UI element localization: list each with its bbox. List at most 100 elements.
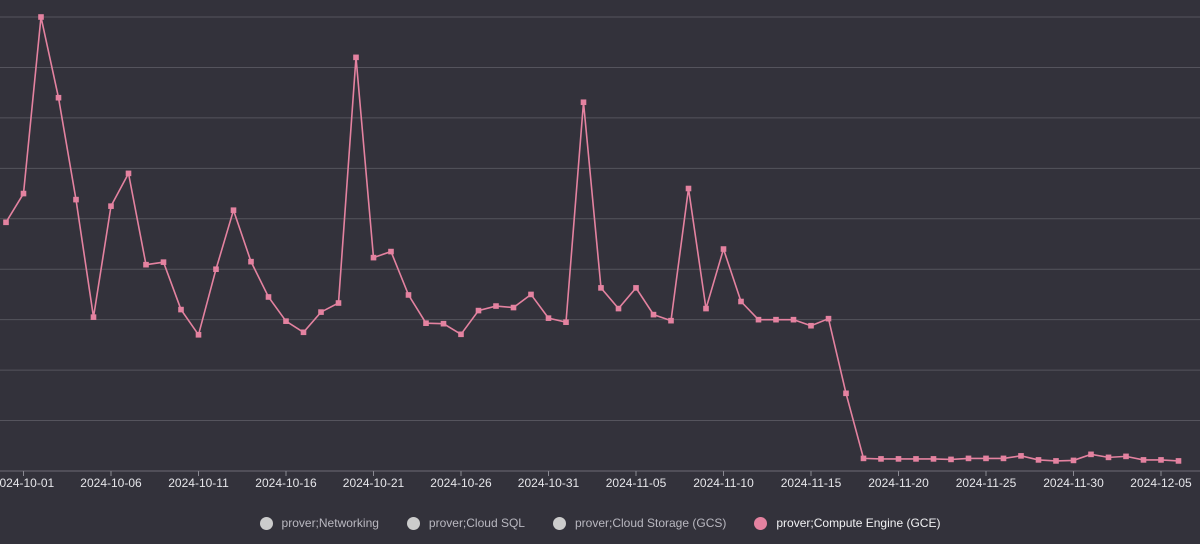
data-point[interactable] — [3, 219, 9, 226]
x-tick-label: 2024-12-05 — [1130, 476, 1192, 490]
data-point[interactable] — [1035, 457, 1042, 463]
data-point[interactable] — [825, 315, 832, 322]
legend: prover;Networking prover;Cloud SQL prover;… — [0, 516, 1200, 530]
x-tick-label: 2024-10-01 — [0, 476, 55, 490]
data-point[interactable] — [108, 203, 114, 209]
legend-item[interactable]: prover;Networking — [259, 516, 379, 530]
legend-swatch — [754, 516, 768, 530]
data-point[interactable] — [405, 292, 412, 298]
data-point[interactable] — [423, 320, 429, 326]
data-point[interactable] — [948, 456, 954, 463]
data-point[interactable] — [493, 303, 499, 309]
data-point[interactable] — [878, 456, 884, 462]
x-tick-label: 2024-10-31 — [518, 476, 580, 490]
data-point[interactable] — [790, 316, 797, 323]
legend-label: prover;Compute Engine (GCE) — [776, 516, 941, 530]
series-layer — [3, 14, 1182, 464]
x-tick-label: 2024-10-21 — [343, 476, 405, 490]
data-point[interactable] — [440, 320, 447, 327]
legend-label: prover;Cloud SQL — [428, 516, 525, 530]
data-point[interactable] — [720, 246, 727, 252]
data-point[interactable] — [633, 285, 639, 291]
data-point[interactable] — [650, 311, 657, 318]
data-point[interactable] — [178, 306, 184, 313]
data-point[interactable] — [38, 14, 44, 20]
data-point[interactable] — [55, 94, 62, 101]
data-point[interactable] — [755, 316, 762, 323]
data-point[interactable] — [125, 170, 132, 177]
data-point[interactable] — [458, 331, 464, 338]
data-point[interactable] — [160, 259, 167, 265]
data-point[interactable] — [265, 294, 272, 300]
data-point[interactable] — [1088, 451, 1094, 458]
data-point[interactable] — [20, 190, 27, 197]
data-point[interactable] — [1123, 453, 1129, 460]
data-point[interactable] — [545, 315, 552, 321]
data-point[interactable] — [1140, 457, 1147, 463]
data-point[interactable] — [335, 300, 342, 306]
data-point[interactable] — [738, 298, 744, 305]
data-point[interactable] — [1105, 454, 1112, 461]
data-point[interactable] — [370, 254, 377, 261]
series-line — [5, 16, 1179, 462]
legend-swatch — [406, 516, 420, 530]
x-tick-label: 2024-10-11 — [168, 476, 229, 490]
data-point[interactable] — [1053, 458, 1059, 464]
data-point[interactable] — [563, 319, 569, 325]
x-tick-label: 2024-11-15 — [781, 476, 842, 490]
data-point[interactable] — [300, 329, 307, 336]
data-point[interactable] — [703, 305, 709, 312]
legend-item[interactable]: prover;Compute Engine (GCE) — [754, 516, 940, 530]
data-point[interactable] — [143, 261, 149, 268]
data-point[interactable] — [528, 291, 534, 298]
data-point[interactable] — [965, 455, 972, 462]
data-point[interactable] — [773, 316, 779, 323]
data-point[interactable] — [913, 456, 919, 462]
x-tick-label: 2024-11-05 — [606, 476, 667, 490]
data-point[interactable] — [283, 318, 289, 324]
legend-item[interactable]: prover;Cloud Storage (GCS) — [552, 516, 727, 530]
grid — [0, 16, 1200, 422]
data-point[interactable] — [668, 317, 674, 324]
data-point[interactable] — [90, 314, 97, 320]
data-point[interactable] — [860, 455, 867, 462]
data-point[interactable] — [510, 304, 517, 311]
legend-swatch — [552, 516, 566, 530]
x-tick-label: 2024-10-26 — [430, 476, 492, 490]
data-point[interactable] — [895, 456, 902, 462]
x-axis: 2024-10-01 2024-10-06 2024-10-11 2024-10-16… — [0, 470, 1200, 490]
data-point[interactable] — [353, 54, 359, 61]
x-tick-label: 2024-11-30 — [1043, 476, 1104, 490]
data-point[interactable] — [808, 322, 814, 329]
data-point[interactable] — [843, 390, 849, 397]
x-tick-label: 2024-10-06 — [80, 476, 142, 490]
data-point[interactable] — [580, 99, 587, 106]
legend-label: prover;Cloud Storage (GCS) — [574, 516, 727, 530]
data-point[interactable] — [213, 266, 219, 273]
data-point[interactable] — [930, 456, 937, 462]
x-tick-label: 2024-11-25 — [956, 476, 1017, 490]
data-point[interactable] — [388, 248, 394, 255]
data-point[interactable] — [195, 332, 202, 338]
data-point[interactable] — [73, 196, 79, 203]
legend-swatch — [259, 516, 273, 530]
data-point[interactable] — [1175, 458, 1182, 464]
data-point[interactable] — [1070, 457, 1077, 464]
data-point[interactable] — [248, 258, 254, 265]
data-point[interactable] — [1018, 453, 1024, 459]
x-tick-label: 2024-10-16 — [255, 476, 317, 490]
data-point[interactable] — [685, 185, 692, 192]
data-point[interactable] — [983, 455, 989, 462]
data-point[interactable] — [230, 207, 237, 214]
x-tick-label: 2024-11-10 — [693, 476, 754, 490]
line-chart: 2024-10-01 2024-10-06 2024-10-11 2024-10-16… — [0, 14, 1200, 490]
data-point[interactable] — [1158, 457, 1164, 463]
data-point[interactable] — [318, 309, 324, 315]
data-point[interactable] — [615, 305, 622, 312]
data-point[interactable] — [1000, 455, 1007, 462]
legend-label: prover;Networking — [281, 516, 379, 530]
data-point[interactable] — [598, 285, 604, 291]
data-point[interactable] — [475, 307, 482, 314]
legend-item[interactable]: prover;Cloud SQL — [406, 516, 525, 530]
